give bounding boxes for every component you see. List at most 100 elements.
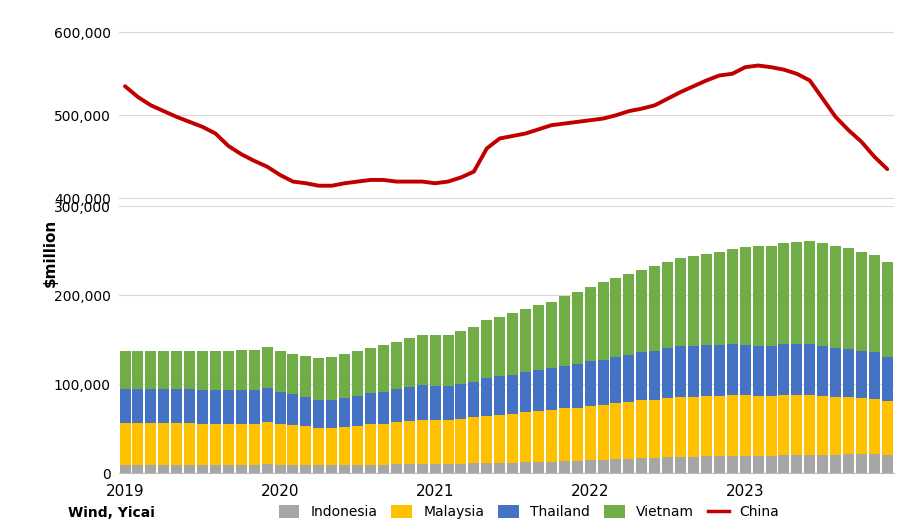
Bar: [352, 466, 363, 473]
Bar: [274, 391, 285, 423]
Bar: [145, 423, 156, 464]
Bar: [804, 454, 814, 473]
Bar: [597, 460, 608, 473]
Bar: [713, 396, 724, 457]
Bar: [816, 454, 827, 473]
Bar: [584, 406, 595, 460]
Bar: [364, 424, 375, 464]
Bar: [416, 386, 427, 420]
Bar: [468, 417, 479, 463]
Bar: [816, 243, 827, 346]
Bar: [546, 410, 557, 462]
Bar: [687, 346, 698, 397]
Bar: [468, 327, 479, 382]
Bar: [546, 302, 557, 368]
Bar: [261, 422, 272, 463]
Bar: [571, 292, 582, 364]
Bar: [326, 466, 337, 473]
Bar: [364, 464, 375, 473]
Bar: [752, 396, 763, 456]
Legend: Indonesia, Malaysia, Thailand, Vietnam, China: Indonesia, Malaysia, Thailand, Vietnam, …: [278, 505, 779, 519]
Bar: [829, 454, 840, 473]
Bar: [558, 409, 569, 461]
Bar: [791, 242, 802, 345]
Bar: [739, 345, 750, 395]
Bar: [829, 246, 840, 348]
Bar: [778, 243, 789, 345]
Bar: [584, 361, 595, 406]
Bar: [494, 317, 505, 377]
Bar: [713, 252, 724, 345]
Bar: [391, 422, 402, 463]
Bar: [764, 396, 775, 456]
Bar: [171, 423, 182, 464]
Bar: [752, 456, 763, 473]
Bar: [674, 458, 685, 473]
Bar: [145, 389, 156, 423]
Bar: [584, 287, 595, 361]
Bar: [764, 456, 775, 473]
Bar: [842, 349, 853, 397]
Bar: [623, 459, 634, 473]
Bar: [249, 350, 260, 390]
Bar: [649, 400, 660, 458]
Bar: [494, 463, 505, 473]
Bar: [404, 387, 415, 421]
Bar: [532, 411, 543, 462]
Bar: [481, 416, 492, 463]
Bar: [313, 466, 324, 473]
Bar: [119, 389, 130, 423]
Bar: [326, 400, 337, 428]
Bar: [352, 351, 363, 396]
Bar: [261, 388, 272, 422]
Bar: [701, 254, 711, 345]
Bar: [442, 335, 453, 386]
Bar: [236, 350, 247, 390]
Bar: [249, 390, 260, 423]
Bar: [571, 461, 582, 473]
Bar: [339, 427, 350, 466]
Bar: [197, 390, 208, 423]
Bar: [416, 335, 427, 386]
Bar: [623, 402, 634, 459]
Bar: [623, 355, 634, 402]
Bar: [558, 366, 569, 409]
Bar: [481, 463, 492, 473]
Bar: [649, 458, 660, 473]
Bar: [752, 247, 763, 346]
Bar: [881, 261, 892, 357]
Bar: [636, 352, 647, 400]
Bar: [481, 320, 492, 378]
Bar: [507, 313, 517, 375]
Bar: [558, 461, 569, 473]
Bar: [159, 423, 169, 464]
Bar: [791, 345, 802, 395]
Bar: [171, 351, 182, 389]
Bar: [519, 412, 530, 462]
Bar: [210, 423, 220, 464]
Bar: [674, 346, 685, 397]
Bar: [159, 464, 169, 473]
Bar: [184, 351, 195, 389]
Bar: [868, 256, 879, 352]
Bar: [404, 338, 415, 387]
Bar: [132, 389, 143, 423]
Bar: [171, 389, 182, 423]
Bar: [868, 352, 879, 399]
Bar: [597, 359, 608, 405]
Bar: [159, 351, 169, 389]
Bar: [829, 348, 840, 397]
Bar: [881, 357, 892, 401]
Bar: [636, 400, 647, 458]
Bar: [713, 457, 724, 473]
Bar: [429, 386, 440, 420]
Bar: [636, 270, 647, 352]
Bar: [391, 389, 402, 422]
Bar: [455, 463, 466, 473]
Bar: [609, 403, 620, 459]
Bar: [532, 305, 543, 370]
Bar: [778, 395, 789, 454]
Bar: [236, 423, 247, 464]
Bar: [287, 354, 298, 394]
Bar: [119, 423, 130, 464]
